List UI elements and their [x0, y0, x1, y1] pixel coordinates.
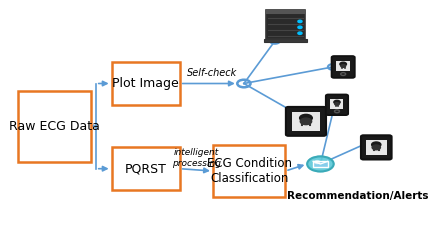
- Text: PQRST: PQRST: [125, 162, 167, 175]
- Circle shape: [300, 118, 312, 125]
- FancyBboxPatch shape: [266, 10, 305, 14]
- Circle shape: [300, 114, 312, 122]
- Circle shape: [335, 103, 339, 105]
- FancyBboxPatch shape: [326, 94, 348, 115]
- Circle shape: [298, 20, 302, 23]
- FancyBboxPatch shape: [213, 145, 285, 197]
- Text: Self-check: Self-check: [187, 68, 237, 78]
- FancyBboxPatch shape: [313, 161, 328, 167]
- Circle shape: [341, 65, 345, 67]
- FancyBboxPatch shape: [18, 91, 91, 162]
- FancyBboxPatch shape: [286, 107, 326, 136]
- Circle shape: [340, 62, 346, 66]
- Circle shape: [372, 145, 381, 150]
- Text: Plot Image: Plot Image: [112, 77, 179, 90]
- Circle shape: [307, 156, 334, 172]
- FancyBboxPatch shape: [112, 62, 180, 105]
- Circle shape: [334, 100, 340, 104]
- FancyBboxPatch shape: [266, 10, 305, 39]
- FancyBboxPatch shape: [330, 99, 344, 109]
- FancyBboxPatch shape: [332, 56, 355, 78]
- Circle shape: [372, 142, 381, 147]
- Text: Raw ECG Data: Raw ECG Data: [9, 120, 100, 133]
- FancyBboxPatch shape: [336, 61, 350, 71]
- Circle shape: [315, 161, 320, 164]
- Text: ECG Condition
Classification: ECG Condition Classification: [206, 157, 292, 185]
- Circle shape: [298, 32, 302, 35]
- FancyBboxPatch shape: [264, 39, 307, 42]
- FancyBboxPatch shape: [112, 147, 180, 190]
- FancyBboxPatch shape: [292, 112, 320, 131]
- Text: Recommendation/Alerts: Recommendation/Alerts: [287, 191, 429, 201]
- Circle shape: [298, 26, 302, 29]
- FancyBboxPatch shape: [361, 135, 392, 159]
- Text: intelligent
processing: intelligent processing: [172, 148, 221, 168]
- FancyBboxPatch shape: [366, 140, 386, 155]
